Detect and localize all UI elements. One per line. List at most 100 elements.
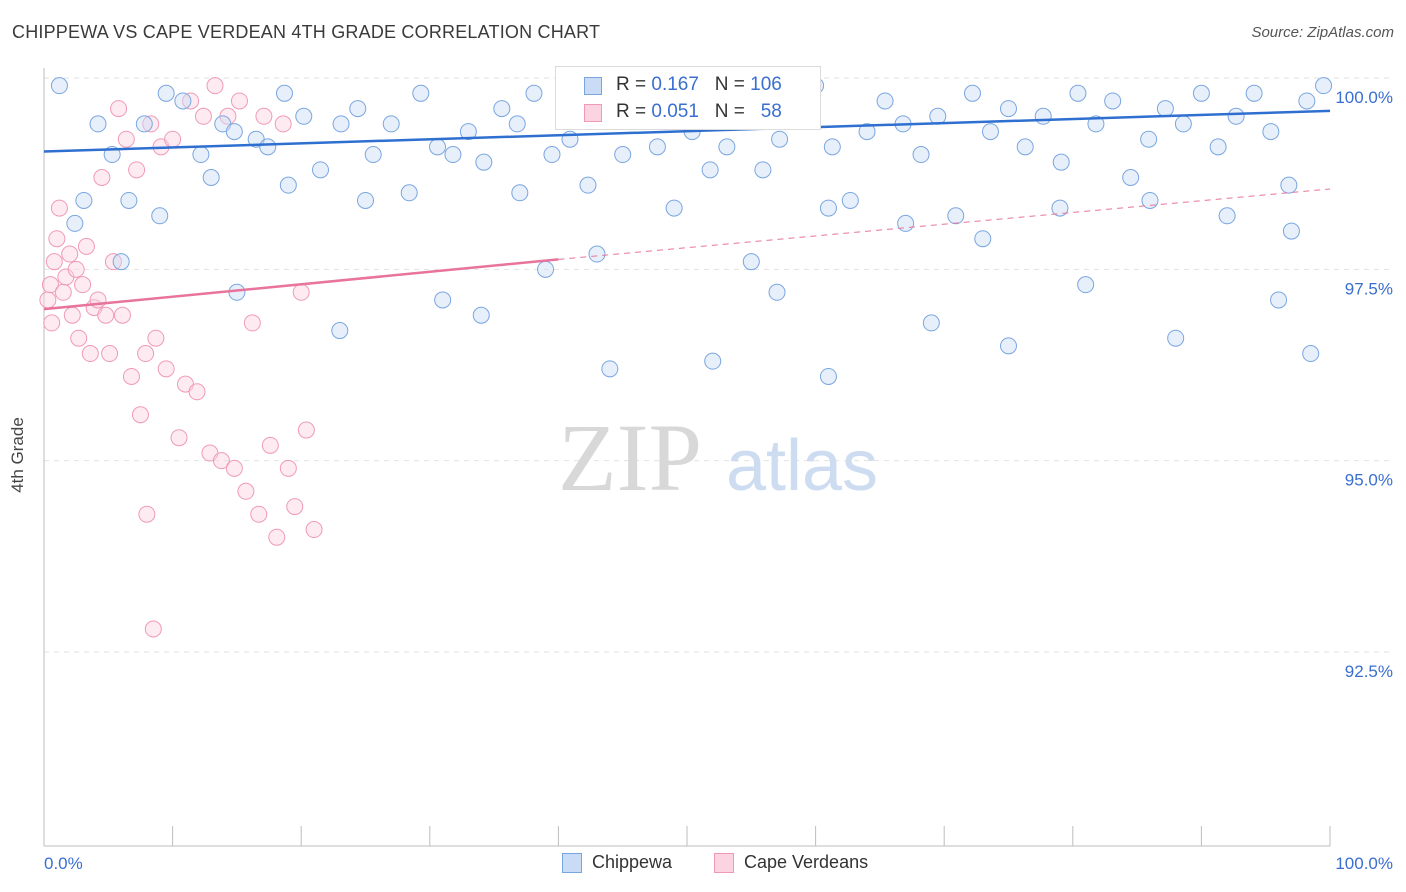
data-point	[206, 77, 224, 95]
data-point	[364, 146, 382, 164]
data-point	[1000, 100, 1017, 118]
data-point	[50, 77, 68, 95]
data-point	[1280, 176, 1298, 194]
data-point	[981, 123, 999, 141]
data-point	[75, 191, 93, 209]
data-point	[54, 283, 72, 301]
data-point	[250, 505, 268, 523]
data-point	[147, 329, 165, 347]
data-point	[1077, 276, 1095, 294]
legend-n-value-chippewa: 106	[750, 74, 782, 95]
data-point	[255, 107, 273, 125]
data-point	[41, 276, 59, 294]
y-tick-label: 92.5%	[1345, 662, 1393, 681]
data-point	[974, 230, 992, 248]
x-tick-label: 0.0%	[44, 854, 83, 873]
trend-line-chippewa	[43, 109, 1331, 153]
data-point	[275, 84, 293, 102]
data-point	[164, 130, 182, 148]
bottom-legend-swatch-chippewa	[562, 852, 582, 873]
data-point	[151, 207, 169, 225]
watermark-zip: ZIP	[558, 404, 702, 511]
data-point	[93, 168, 111, 186]
data-point	[174, 92, 192, 110]
data-point	[225, 459, 243, 477]
data-point	[170, 429, 188, 447]
legend-row-cape-verdeans: R = 0.051 N = 58	[616, 101, 782, 122]
data-point	[947, 207, 965, 225]
data-point	[704, 352, 722, 370]
data-point	[1069, 84, 1087, 102]
data-point	[332, 115, 350, 133]
data-point	[429, 138, 447, 156]
data-point	[897, 214, 915, 232]
data-point	[144, 620, 162, 638]
data-point	[70, 329, 88, 347]
data-point	[77, 237, 95, 255]
data-point	[142, 115, 160, 133]
data-point	[543, 146, 561, 164]
legend-n-value-cape-verdeans: 58	[760, 101, 782, 122]
data-point	[113, 306, 131, 324]
data-point	[1174, 115, 1192, 133]
data-point	[475, 153, 493, 171]
data-point	[45, 253, 63, 271]
data-point	[110, 100, 128, 118]
data-point	[819, 199, 837, 217]
data-point	[841, 191, 859, 209]
data-point	[1245, 84, 1263, 102]
data-point	[349, 100, 367, 118]
data-point	[922, 314, 940, 332]
data-point	[963, 84, 981, 102]
data-point	[1141, 191, 1159, 209]
data-point	[261, 436, 279, 454]
data-point	[243, 314, 261, 332]
data-point	[579, 176, 597, 194]
data-point	[101, 345, 119, 363]
data-point	[588, 245, 606, 263]
data-point	[1140, 130, 1158, 148]
source-label: Source: ZipAtlas.com	[1251, 24, 1394, 41]
data-point	[122, 367, 140, 385]
data-point	[192, 146, 210, 164]
data-point	[1282, 222, 1300, 240]
data-point	[63, 306, 81, 324]
data-point	[50, 199, 68, 217]
data-point	[1167, 329, 1185, 347]
data-point	[194, 107, 212, 125]
data-point	[311, 161, 329, 179]
bottom-legend-label-chippewa: Chippewa	[592, 852, 673, 872]
bottom-legend-label-cape-verdeans: Cape Verdeans	[744, 852, 869, 872]
data-point	[1052, 153, 1070, 171]
data-point	[718, 138, 736, 156]
trend-line-cape-verdeans	[43, 258, 559, 311]
data-point	[1122, 168, 1140, 186]
data-point	[1315, 77, 1333, 95]
data-point	[237, 482, 255, 500]
data-point	[138, 505, 156, 523]
data-point	[1034, 107, 1052, 125]
data-point	[135, 115, 153, 133]
data-point	[768, 283, 786, 301]
legend-swatch-cape-verdeans	[584, 104, 602, 122]
data-point	[444, 146, 462, 164]
trend-line-cape-verdeans-projection	[558, 188, 1331, 260]
data-point	[357, 191, 374, 209]
data-point	[434, 291, 452, 309]
watermark-atlas: atlas	[726, 426, 878, 506]
data-point	[1156, 100, 1174, 118]
data-point	[279, 176, 297, 194]
data-point	[858, 123, 876, 141]
data-point	[292, 283, 310, 301]
data-point	[1209, 138, 1227, 156]
data-point	[74, 276, 92, 294]
bottom-legend-swatch-cape-verdeans	[714, 852, 734, 873]
data-point	[742, 253, 760, 271]
legend-r-value-chippewa: 0.167	[651, 74, 699, 95]
data-point	[81, 345, 99, 363]
watermark: ZIP atlas	[558, 404, 878, 511]
data-point	[43, 314, 61, 332]
data-point	[601, 360, 619, 378]
data-point	[1298, 92, 1316, 110]
